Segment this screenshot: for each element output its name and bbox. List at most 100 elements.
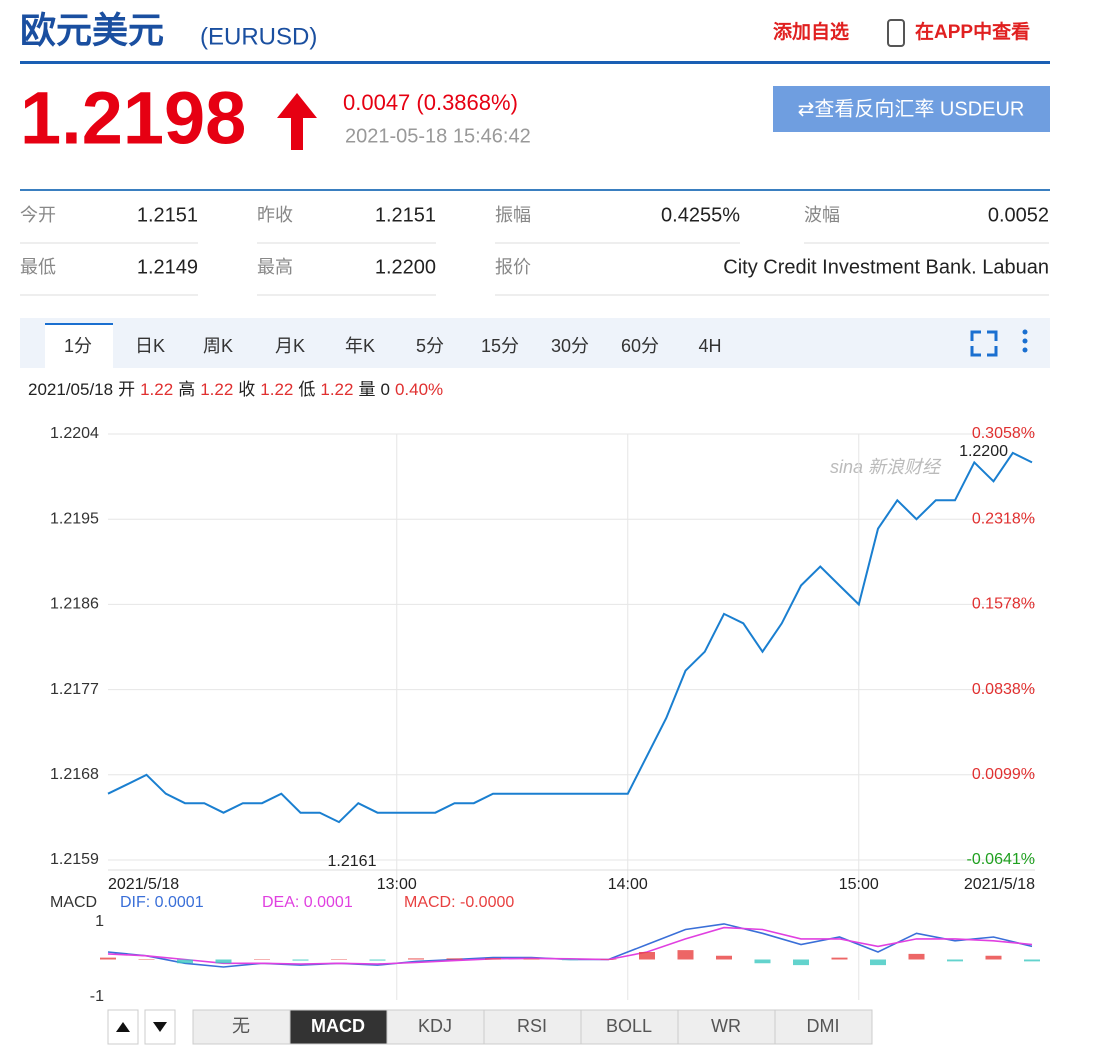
macd-bar (947, 959, 963, 962)
ohlc-part: 收 (238, 380, 255, 399)
period-tab[interactable]: 月K (275, 336, 305, 356)
macd-bar (793, 959, 809, 966)
macd-bar (562, 959, 578, 961)
macd-bar (292, 959, 309, 961)
add-watch[interactable]: 添加自选 (773, 20, 849, 43)
macd-title: MACD (50, 894, 97, 911)
title: 欧元美元 (20, 10, 164, 51)
macd-bar (754, 959, 771, 964)
stat-value: City Credit Investment Bank. Labuan (723, 256, 1049, 278)
reverse-button[interactable] (773, 86, 1050, 132)
period-tab[interactable]: 日K (135, 336, 165, 356)
macd-bar (369, 959, 386, 961)
ohlc-part: 1.22 (200, 380, 233, 399)
active-tab (45, 323, 113, 368)
indicator-tab-label[interactable]: 无 (232, 1016, 250, 1036)
macd-legend: DEA: 0.0001 (262, 894, 353, 911)
macd-y-tick: 1 (95, 913, 104, 930)
indicator-tab-label[interactable]: WR (711, 1016, 741, 1036)
macd-bar (831, 957, 848, 960)
macd-bar (870, 959, 886, 966)
indicator-tab-label[interactable]: BOLL (606, 1016, 652, 1036)
stat-label: 波幅 (804, 205, 840, 225)
period-tab[interactable]: 5分 (416, 336, 444, 356)
period-tab[interactable]: 30分 (551, 336, 589, 356)
stat-value: 1.2200 (375, 256, 436, 278)
ohlc-line: 2021/05/18 开 1.22 高 1.22 收 1.22 低 1.22 量 0 0.40% (28, 380, 443, 399)
macd-legend: MACD: -0.0000 (404, 894, 514, 911)
indicator-tab[interactable] (386, 1009, 485, 1045)
macd-bar (177, 959, 193, 964)
indicator-tab-label[interactable]: KDJ (418, 1016, 452, 1036)
macd-line (107, 923, 1033, 968)
macd-bar (639, 952, 655, 960)
macd-bar (485, 958, 501, 960)
x-tick-label: 2021/5/18 (108, 876, 179, 893)
macd-bar (331, 959, 347, 960)
macd-bar (985, 955, 1002, 960)
y-tick-label: 1.2195 (50, 510, 99, 527)
period-tab[interactable]: 4H (698, 336, 721, 356)
ohlc-date: 2021/05/18 (28, 380, 113, 399)
up-glyph (116, 1022, 130, 1032)
ohlc-part: 1.22 (140, 380, 173, 399)
indicator-tab-label[interactable]: RSI (517, 1016, 547, 1036)
indicator-tab[interactable] (580, 1009, 679, 1045)
reverse-label[interactable]: ⇄查看反向汇率 USDEUR (798, 97, 1025, 120)
y-tick-label: 1.2204 (50, 425, 99, 442)
period-tab[interactable]: 15分 (481, 336, 519, 356)
stat-value: 1.2149 (137, 256, 198, 278)
macd-line (107, 926, 1033, 965)
menu-icon[interactable] (1022, 329, 1028, 353)
ohlc-part: 1.22 (320, 380, 353, 399)
macd-bar (446, 958, 463, 960)
stat-label: 昨收 (257, 205, 293, 225)
macd-bar (677, 950, 694, 960)
up-arrow (277, 93, 317, 150)
x-tick-label: 15:00 (839, 876, 879, 893)
ohlc-part: 开 (118, 380, 135, 399)
macd-bar (716, 955, 732, 960)
y-tick-label: 1.2159 (50, 851, 99, 868)
fullscreen-icon[interactable] (970, 330, 998, 357)
x-tick-label: 2021/5/18 (964, 876, 1035, 893)
price: 1.2198 (20, 77, 246, 160)
macd-legend: DIF: 0.0001 (120, 894, 204, 911)
macd-bar (100, 957, 116, 960)
watermark: sina 新浪财经 (830, 457, 942, 477)
macd-bar (138, 959, 155, 960)
stat-value: 1.2151 (375, 204, 436, 226)
y2-tick-label: 0.1578% (972, 596, 1035, 613)
period-tab[interactable]: 年K (345, 336, 375, 356)
y2-tick-label: 0.2318% (972, 510, 1035, 527)
ohlc-part: 量 (358, 380, 375, 399)
indicator-tab[interactable] (192, 1009, 291, 1045)
y2-tick-label: 0.0838% (972, 681, 1035, 698)
price-line (107, 451, 1033, 824)
y2-tick-label: 0.0099% (972, 766, 1035, 783)
x-tick-label: 14:00 (608, 876, 648, 893)
macd-bar (523, 958, 540, 960)
x-tick-label: 13:00 (377, 876, 417, 893)
period-tab[interactable]: 1分 (64, 336, 92, 356)
macd-bar (408, 958, 424, 960)
indicator-tab[interactable] (774, 1009, 873, 1045)
y-tick-label: 1.2168 (50, 766, 99, 783)
indicator-tab[interactable] (289, 1009, 388, 1045)
indicator-tab-label[interactable]: DMI (807, 1016, 840, 1036)
y-tick-label: 1.2177 (50, 681, 99, 698)
stat-label: 最低 (20, 257, 56, 277)
macd-bar (215, 959, 232, 964)
active-tab-border (45, 323, 113, 325)
y2-tick-label: -0.0641% (967, 851, 1036, 868)
period-tab[interactable]: 60分 (621, 336, 659, 356)
ohlc-part: 1.22 (260, 380, 293, 399)
period-tab[interactable]: 周K (203, 336, 233, 356)
header-rule (20, 61, 1050, 64)
stat-label: 最高 (257, 257, 293, 277)
stat-label: 报价 (495, 257, 531, 277)
app-link[interactable]: 在APP中查看 (915, 20, 1030, 43)
indicator-tab-label[interactable]: MACD (311, 1016, 365, 1036)
indicator-tab[interactable] (677, 1009, 776, 1045)
macd-bar (1024, 959, 1040, 962)
